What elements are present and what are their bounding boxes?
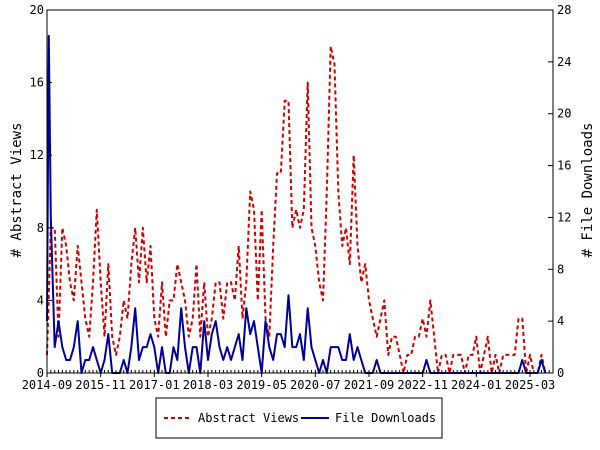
- y-right-tick-label: 20: [557, 107, 571, 121]
- y-right-tick-label: 12: [557, 210, 571, 224]
- y-axis-left-title: # Abstract Views: [9, 123, 25, 258]
- x-tick-label: 2018-03: [183, 378, 234, 392]
- x-tick-label: 2021-09: [344, 378, 395, 392]
- x-tick-label: 2015-11: [75, 378, 126, 392]
- plot-frame: [46, 9, 554, 374]
- x-tick-label: 2017-01: [129, 378, 180, 392]
- y-right-tick-label: 8: [557, 262, 564, 276]
- y-left-tick-label: 20: [30, 3, 44, 17]
- legend: Abstract Views File Downloads: [155, 397, 443, 439]
- series-line-file-downloads: [46, 34, 547, 374]
- x-tick-label: 2022-11: [397, 378, 448, 392]
- y-right-tick-label: 24: [557, 55, 571, 69]
- y-left-tick-label: 12: [30, 148, 44, 162]
- legend-label-file-downloads: File Downloads: [335, 411, 436, 425]
- y-left-tick-label: 0: [37, 366, 44, 380]
- y-right-tick-label: 28: [557, 3, 571, 17]
- plot-area: [46, 34, 547, 374]
- legend-box: [155, 397, 443, 439]
- x-tick-label: 2014-09: [22, 378, 73, 392]
- y-left-tick-label: 16: [30, 76, 44, 90]
- x-tick-label: 2019-05: [236, 378, 287, 392]
- y-axis-right: 0 4 8 12 16 20 24 28: [548, 3, 571, 380]
- y-left-tick-label: 4: [37, 293, 44, 307]
- y-right-tick-label: 16: [557, 159, 571, 173]
- y-left-tick-label: 8: [37, 221, 44, 235]
- x-axis: 2014-09 2015-11 2017-01 2018-03 2019-05 2020-…: [22, 370, 556, 392]
- x-tick-label: 2025-03: [505, 378, 556, 392]
- y-axis-right-title: # File Downloads: [580, 123, 596, 258]
- legend-label-abstract-views: Abstract Views: [198, 411, 299, 425]
- y-axis-left: 0 4 8 12 16 20: [30, 3, 52, 380]
- y-right-tick-label: 0: [557, 366, 564, 380]
- x-tick-label: 2024-01: [451, 378, 502, 392]
- x-tick-label: 2020-07: [290, 378, 341, 392]
- series-line-abstract-views: [46, 45, 547, 374]
- y-right-tick-label: 4: [557, 314, 564, 328]
